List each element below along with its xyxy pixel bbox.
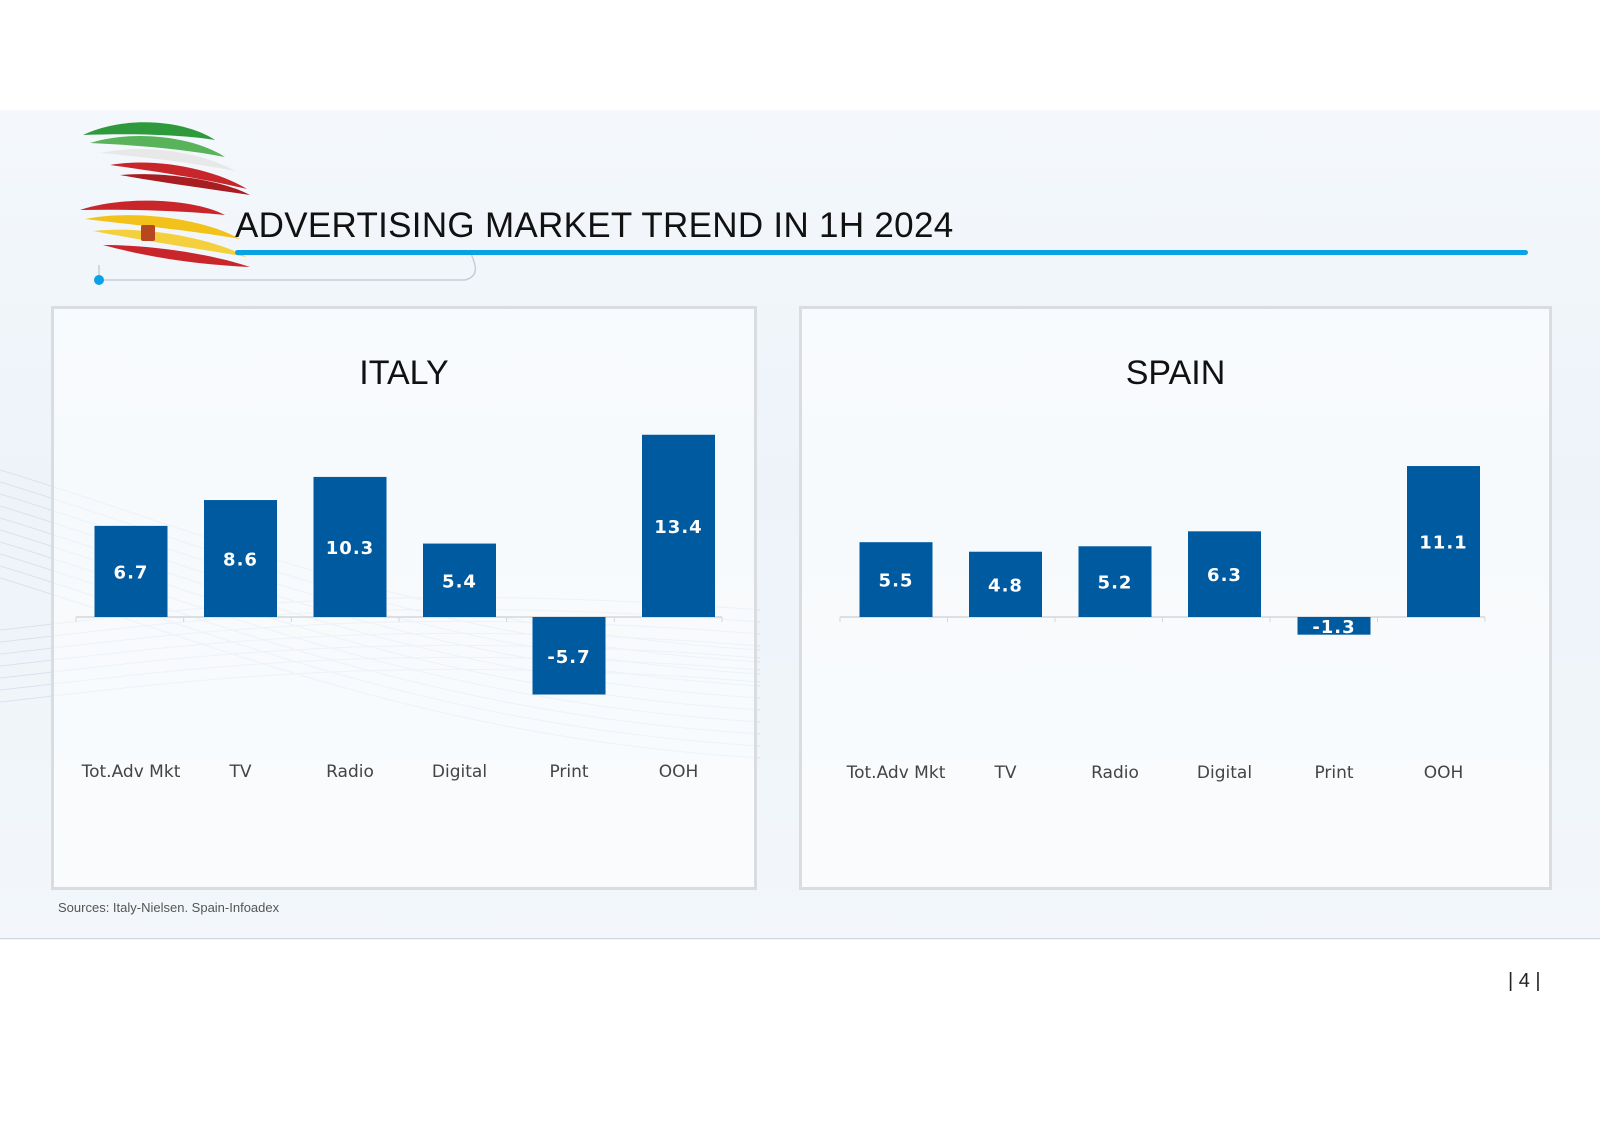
italy-bar (94, 525, 168, 617)
spain-bar (969, 551, 1042, 617)
italy-category-label: Digital (432, 762, 487, 782)
spain-category-label: Tot.Adv Mkt (846, 763, 946, 783)
page-title: ADVERTISING MARKET TREND IN 1H 2024 (235, 206, 954, 245)
page-number: | 4 | (1508, 970, 1541, 992)
spain-bar (1297, 617, 1371, 635)
title-underline (235, 250, 1528, 255)
italy-data-label: 6.7 (114, 562, 149, 583)
spain-bar-chart: 5.5 Tot.Adv Mkt 4.8 TV 5.2 Radio 6.3 Digital -1.… (839, 466, 1486, 783)
spain-data-label: 4.8 (988, 575, 1023, 596)
italy-data-label: 8.6 (223, 550, 258, 571)
italy-bar-chart: 6.7 Tot.Adv Mkt 8.6 TV 10.3 Radio 5.4 Digital -5… (75, 434, 723, 782)
italy-spain-flags-logo (80, 122, 477, 285)
spain-data-label: 6.3 (1207, 565, 1242, 586)
italy-data-label: 13.4 (654, 517, 702, 538)
italy-data-label: 10.3 (326, 538, 374, 559)
italy-data-label: -5.7 (547, 647, 590, 668)
spain-category-label: Print (1314, 763, 1353, 783)
footer-divider (0, 938, 1600, 939)
spain-bar (1078, 546, 1152, 617)
italy-bar (204, 500, 277, 617)
italy-bar (313, 476, 387, 617)
italy-chart-title: ITALY (359, 354, 449, 392)
italy-chart-panel: ITALY 6.7 Tot.Adv Mkt 8.6 TV 10.3 Radio 5.4 Dig… (51, 306, 757, 890)
spain-data-label: 11.1 (1419, 533, 1467, 554)
italy-category-label: Radio (326, 762, 374, 782)
spain-chart-panel: SPAIN 5.5 Tot.Adv Mkt 4.8 TV 5.2 Radio 6.3 Digi… (799, 306, 1552, 890)
spain-chart-title: SPAIN (1125, 354, 1226, 392)
spain-category-label: Radio (1091, 763, 1139, 783)
spain-bar (859, 542, 933, 617)
spain-category-label: OOH (1424, 763, 1464, 783)
spain-category-label: Digital (1197, 763, 1252, 783)
spain-data-label: -1.3 (1312, 617, 1355, 638)
spain-data-label: 5.2 (1098, 573, 1133, 594)
spain-category-label: TV (993, 763, 1016, 783)
italy-category-label: TV (228, 762, 251, 782)
italy-category-label: Print (549, 762, 588, 782)
spain-bar (1407, 466, 1480, 617)
italy-data-label: 5.4 (442, 571, 477, 592)
sources-note: Sources: Italy-Nielsen. Spain-Infoadex (58, 900, 280, 915)
spain-data-label: 5.5 (879, 571, 914, 592)
italy-category-label: OOH (659, 762, 699, 782)
spain-bar (1188, 531, 1261, 617)
italy-bar (423, 543, 496, 617)
italy-category-label: Tot.Adv Mkt (81, 762, 181, 782)
italy-bar (642, 434, 715, 617)
italy-bar (532, 617, 606, 695)
